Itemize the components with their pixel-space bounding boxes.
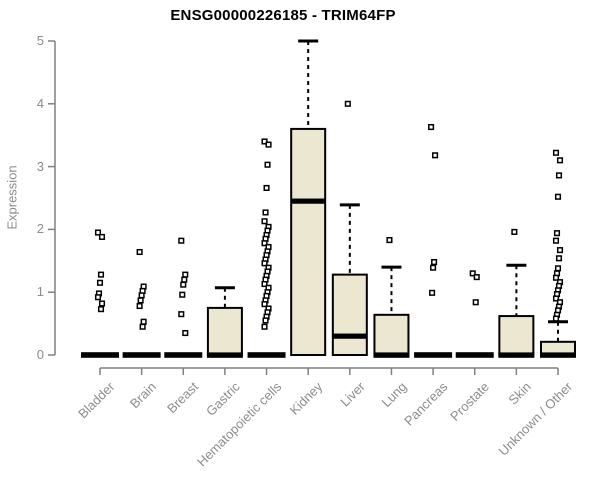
box xyxy=(206,306,243,356)
median-line xyxy=(332,333,367,339)
collapsed-box xyxy=(164,352,203,358)
collapsed-box xyxy=(247,352,286,358)
outlier-point xyxy=(98,233,106,240)
outlier-point xyxy=(180,281,187,288)
outlier-point xyxy=(552,237,560,244)
outlier-point xyxy=(178,237,185,244)
outlier-point xyxy=(178,311,185,318)
outlier-point xyxy=(552,315,560,322)
outlier-point xyxy=(472,299,479,306)
box xyxy=(498,315,535,356)
outlier-point xyxy=(140,318,147,325)
outlier-point xyxy=(94,294,102,301)
outlier-point xyxy=(430,264,437,271)
outlier-point xyxy=(469,270,476,277)
outlier-point xyxy=(136,248,143,256)
outlier-point xyxy=(554,265,562,272)
outlier-point xyxy=(264,161,271,168)
outlier-point xyxy=(179,291,186,298)
outlier-point xyxy=(555,255,563,262)
outlier-point xyxy=(555,172,563,179)
outlier-point xyxy=(182,329,189,337)
outlier-point xyxy=(265,141,272,148)
median-line xyxy=(373,352,410,358)
outlier-point xyxy=(136,302,143,310)
outlier-point xyxy=(261,260,268,267)
median-line xyxy=(498,352,535,358)
outlier-point xyxy=(138,292,145,299)
outlier-point xyxy=(431,259,438,266)
outlier-point xyxy=(94,229,102,236)
outlier-point xyxy=(98,300,106,307)
collapsed-box xyxy=(455,352,494,358)
outlier-point xyxy=(261,218,268,225)
outlier-point xyxy=(262,209,269,216)
outlier-point xyxy=(552,274,560,281)
y-tick-label: 0 xyxy=(36,347,44,362)
outlier-point xyxy=(262,317,269,324)
y-tick-label: 3 xyxy=(36,158,44,174)
outlier-point xyxy=(182,271,189,278)
y-tick-label: 5 xyxy=(36,33,44,48)
outlier-point xyxy=(261,138,268,145)
y-tick-label: 4 xyxy=(36,95,44,111)
box xyxy=(373,313,410,357)
outlier-point xyxy=(261,323,268,330)
outlier-point xyxy=(386,237,393,244)
outlier-point xyxy=(553,230,561,237)
outlier-point xyxy=(261,240,268,247)
outlier-point xyxy=(137,297,144,304)
outlier-point xyxy=(97,306,105,313)
outlier-point xyxy=(429,289,436,296)
outlier-point xyxy=(432,152,439,159)
outlier-point xyxy=(473,274,480,281)
median-line xyxy=(206,352,243,358)
outlier-point xyxy=(261,280,268,288)
collapsed-box xyxy=(122,352,161,358)
outlier-point xyxy=(261,301,268,308)
outlier-point xyxy=(554,193,562,200)
outlier-point xyxy=(344,100,351,107)
outlier-point xyxy=(139,323,146,330)
outlier-point xyxy=(552,295,560,302)
outlier-point xyxy=(556,247,564,254)
outlier-point xyxy=(96,279,104,286)
y-tick-label: 2 xyxy=(36,221,44,237)
collapsed-box xyxy=(414,352,453,358)
outlier-point xyxy=(97,271,105,278)
box xyxy=(290,127,327,356)
chart-title: ENSG00000226185 - TRIM64FP xyxy=(170,7,396,24)
median-line xyxy=(540,352,576,358)
outlier-point xyxy=(181,276,188,283)
outlier-point xyxy=(556,157,564,164)
y-tick-label: 1 xyxy=(36,284,44,300)
collapsed-box xyxy=(81,352,119,358)
outlier-point xyxy=(552,149,560,156)
outlier-point xyxy=(263,184,270,192)
outlier-point xyxy=(428,123,435,131)
median-line xyxy=(291,198,326,204)
box xyxy=(331,273,368,356)
outlier-point xyxy=(511,228,518,235)
